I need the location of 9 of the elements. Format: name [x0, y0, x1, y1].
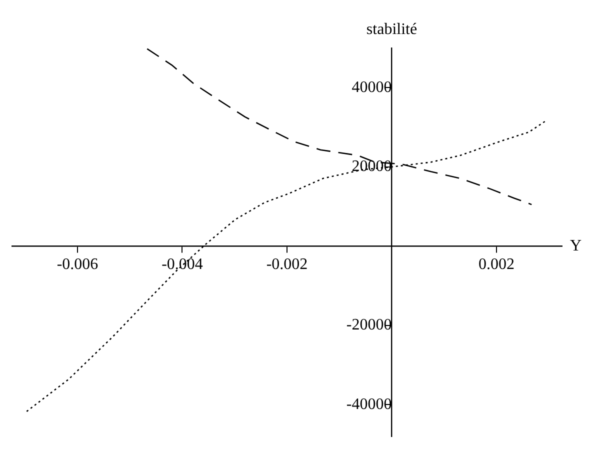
x-tick-label: -0.002: [266, 256, 308, 273]
y-tick-label: -20000: [346, 316, 392, 334]
x-tick-label: 0.002: [478, 256, 515, 273]
y-axis-title: stabilité: [366, 21, 418, 38]
x-tick-label: -0.004: [162, 256, 203, 273]
y-tick-label: 40000: [352, 78, 392, 96]
y-tick-label: -40000: [346, 396, 392, 413]
x-tick-label: -0.006: [56, 256, 98, 273]
x-axis-title: Y: [570, 237, 582, 254]
